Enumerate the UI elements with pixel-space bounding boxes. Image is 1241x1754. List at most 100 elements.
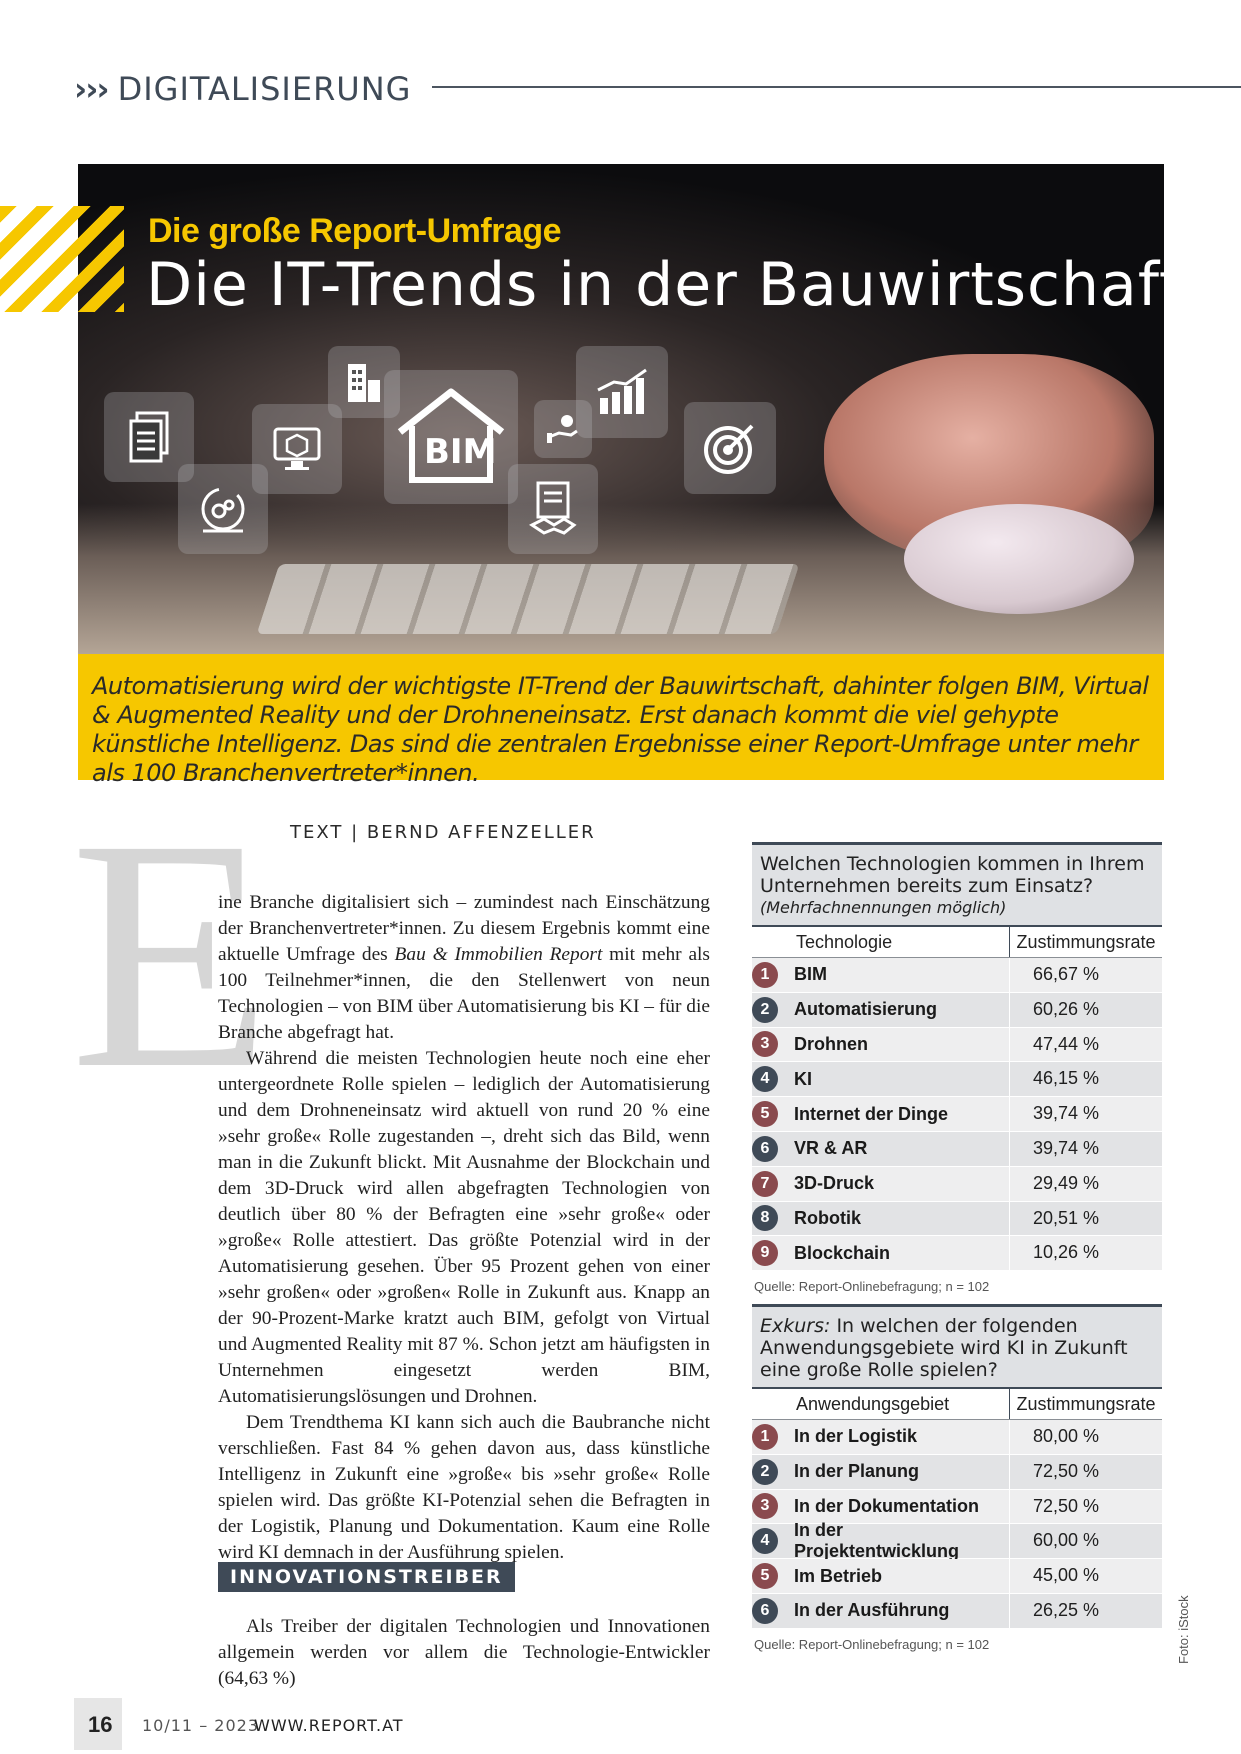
- paragraph: Während die meisten Technologien heute n…: [218, 1048, 710, 1407]
- table-body: 1 BIM 66,67 % 2 Automatisierung 60,26 % 3 Drohn…: [752, 958, 1162, 1272]
- row-label-cell: 7 3D-Druck: [752, 1166, 1010, 1201]
- row-value: 47,44 %: [1010, 1027, 1162, 1062]
- table-source: Quelle: Report-Onlinebefragung; n = 102: [754, 1636, 990, 1652]
- hand-check-icon: [534, 400, 592, 458]
- table-row: 2 Automatisierung 60,26 %: [752, 992, 1162, 1028]
- rank-badge: 2: [752, 1458, 778, 1485]
- table-question: Exkurs: In welchen der folgenden Anwendu…: [752, 1304, 1162, 1387]
- process-gears-icon: [178, 464, 268, 554]
- table-body: 1 In der Logistik 80,00 % 2 In der Planung 72…: [752, 1420, 1162, 1629]
- row-value: 72,50 %: [1010, 1489, 1162, 1524]
- rank-badge: 6: [752, 1597, 778, 1624]
- row-label-cell: 5 Internet der Dinge: [752, 1097, 1010, 1131]
- rank-badge: 8: [752, 1205, 778, 1232]
- target-icon: [684, 402, 776, 494]
- mouse-image: [904, 504, 1134, 614]
- rank-badge: 5: [752, 1563, 778, 1590]
- row-label-cell: 2 In der Planung: [752, 1454, 1010, 1489]
- photo-credit: Foto: iStock: [1176, 1595, 1191, 1664]
- row-label-cell: 1 In der Logistik: [752, 1420, 1010, 1454]
- row-label-cell: 1 BIM: [752, 958, 1010, 992]
- row-label: Blockchain: [794, 1242, 891, 1263]
- column-header: Zustimmungsrate: [1016, 932, 1156, 952]
- paragraph: Dem Trendthema KI kann sich auch die Bau…: [218, 1412, 710, 1563]
- row-label: KI: [794, 1068, 812, 1089]
- table-row: 1 BIM 66,67 %: [752, 958, 1162, 993]
- row-label-cell: 6 VR & AR: [752, 1131, 1010, 1166]
- row-value: 66,67 %: [1010, 958, 1162, 992]
- subheading: INNOVATIONSTREIBER: [218, 1562, 515, 1592]
- article-body-continued: Als Treiber der digitalen Technologien u…: [218, 1614, 710, 1692]
- row-label: BIM: [794, 964, 827, 985]
- computer-cube-icon: [252, 404, 342, 494]
- row-value: 72,50 %: [1010, 1454, 1162, 1489]
- table-row: 1 In der Logistik 80,00 %: [752, 1420, 1162, 1455]
- row-label-cell: 6 In der Ausführung: [752, 1593, 1010, 1628]
- question-note: (Mehrfachnennungen möglich): [760, 898, 1007, 917]
- row-label: Robotik: [794, 1207, 861, 1228]
- rank-badge: 6: [752, 1135, 778, 1162]
- row-value: 60,00 %: [1010, 1524, 1162, 1559]
- question-text: Welchen Technologien kommen in Ihrem Unt…: [760, 853, 1145, 897]
- row-label-cell: 2 Automatisierung: [752, 992, 1010, 1027]
- column-header: Zustimmungsrate: [1016, 1394, 1156, 1414]
- row-label: 3D-Druck: [794, 1173, 875, 1194]
- issue-date: 10/11 – 2023: [142, 1716, 259, 1735]
- table-header: Technologie Zustimmungsrate: [752, 925, 1162, 958]
- table-row: 9 Blockchain 10,26 %: [752, 1236, 1162, 1272]
- rank-badge: 9: [752, 1240, 778, 1267]
- page-number: 16: [88, 1712, 113, 1737]
- row-label-cell: 3 In der Dokumentation: [752, 1489, 1010, 1524]
- row-value: 29,49 %: [1010, 1166, 1162, 1201]
- table-row: 3 Drohnen 47,44 %: [752, 1027, 1162, 1063]
- hero-title: Die IT-Trends in der Bauwirtschaft: [146, 250, 1184, 320]
- row-label-cell: 5 Im Betrieb: [752, 1559, 1010, 1593]
- table-row: 4 In der Projektentwicklung 60,00 %: [752, 1520, 1162, 1561]
- section-header: ››› DIGITALISIERUNG: [74, 70, 411, 108]
- row-label: Automatisierung: [794, 999, 938, 1020]
- rank-badge: 2: [752, 996, 778, 1023]
- table-row: 3 In der Dokumentation 72,50 %: [752, 1489, 1162, 1525]
- row-value: 10,26 %: [1010, 1236, 1162, 1271]
- row-label: Im Betrieb: [794, 1565, 883, 1586]
- paragraph: ine Branche digitalisiert sich – zuminde…: [218, 890, 710, 1046]
- row-label: In der Projektentwicklung: [794, 1520, 960, 1562]
- bim-label: BIM: [424, 432, 497, 472]
- row-value: 45,00 %: [1010, 1559, 1162, 1593]
- buildings-icon: [328, 346, 400, 418]
- row-value: 26,25 %: [1010, 1593, 1162, 1628]
- table-header: Anwendungsgebiet Zustimmungsrate: [752, 1387, 1162, 1420]
- row-label: In der Logistik: [794, 1426, 918, 1447]
- row-label-cell: 4 KI: [752, 1062, 1010, 1097]
- website-url: WWW.REPORT.AT: [254, 1716, 404, 1735]
- page-number-box: [74, 1698, 122, 1750]
- lead-box: Automatisierung wird der wichtigste IT-T…: [78, 654, 1164, 787]
- row-label: In der Ausführung: [794, 1600, 950, 1621]
- technology-table: Welchen Technologien kommen in Ihrem Unt…: [752, 842, 1162, 1294]
- rank-badge: 3: [752, 1493, 778, 1520]
- table-row: 4 KI 46,15 %: [752, 1062, 1162, 1098]
- table-row: 8 Robotik 20,51 %: [752, 1201, 1162, 1237]
- question-text: In welchen der folgenden Anwendungsgebie…: [760, 1315, 1128, 1381]
- table-row: 5 Im Betrieb 45,00 %: [752, 1559, 1162, 1594]
- row-label: VR & AR: [794, 1138, 868, 1159]
- row-label-cell: 3 Drohnen: [752, 1027, 1010, 1062]
- row-value: 46,15 %: [1010, 1062, 1162, 1097]
- table-row: 6 VR & AR 39,74 %: [752, 1131, 1162, 1167]
- yellow-stripes-decoration: [0, 206, 124, 312]
- rank-badge: 3: [752, 1031, 778, 1058]
- byline: TEXT | BERND AFFENZELLER: [290, 822, 596, 843]
- chevrons-icon: ›››: [74, 70, 110, 108]
- row-value: 60,26 %: [1010, 992, 1162, 1027]
- column-header: Technologie: [752, 927, 1010, 957]
- question-prefix: Exkurs:: [760, 1315, 831, 1337]
- lead-text: Automatisierung wird der wichtigste IT-T…: [92, 672, 1149, 787]
- bar-chart-icon: [576, 346, 668, 438]
- row-value: 20,51 %: [1010, 1201, 1162, 1236]
- rank-badge: 7: [752, 1170, 778, 1197]
- header-rule: [432, 86, 1241, 88]
- row-value: 80,00 %: [1010, 1420, 1162, 1454]
- row-label: Drohnen: [794, 1033, 868, 1054]
- row-label-cell: 9 Blockchain: [752, 1236, 1010, 1271]
- article-body: ine Branche digitalisiert sich – zuminde…: [218, 890, 710, 1566]
